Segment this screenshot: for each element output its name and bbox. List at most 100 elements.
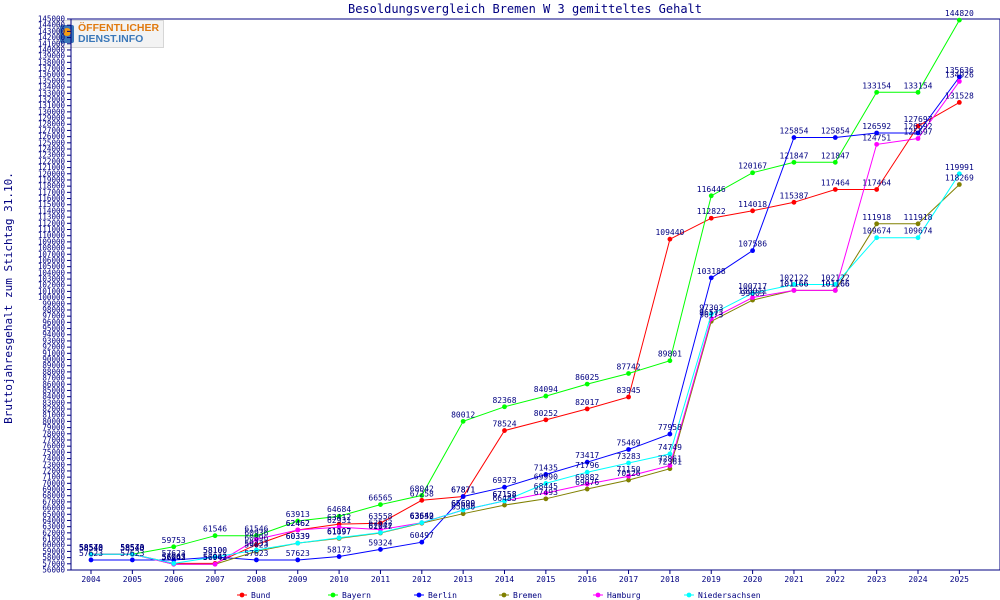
y-tick-label: 86000 [42, 380, 65, 389]
plot-area-frame [70, 18, 1000, 571]
y-tick-label: 87000 [42, 374, 65, 383]
data-label-hamburg: 62532 [368, 519, 392, 528]
data-label-bremen: 69076 [575, 478, 599, 487]
data-label-bund: 67258 [410, 489, 434, 498]
data-label-niedersachsen: 73283 [617, 452, 641, 461]
y-tick-label: 82000 [42, 405, 65, 414]
data-point-bund [543, 417, 549, 423]
y-tick-label: 144000 [38, 21, 66, 30]
data-label-bayern: 64684 [327, 505, 351, 514]
y-tick-label: 68000 [42, 491, 65, 500]
data-label-bremen: 70526 [617, 469, 641, 478]
data-point-hamburg [667, 463, 673, 469]
data-point-bayern [543, 393, 549, 399]
data-label-bayern: 133154 [862, 81, 891, 90]
data-label-berlin: 126592 [904, 122, 933, 131]
data-label-bayern: 61546 [203, 525, 227, 534]
data-label-hamburg: 100011 [738, 287, 767, 296]
data-point-niedersachsen [626, 460, 631, 466]
data-point-niedersachsen [129, 551, 135, 557]
x-tick-label: 2013 [454, 575, 473, 584]
data-label-bayern: 58540 [120, 543, 144, 552]
data-label-niedersachsen: 109674 [862, 227, 891, 236]
data-label-bund: 112822 [697, 207, 726, 216]
data-point-berlin [750, 248, 755, 254]
y-tick-label: 118000 [38, 182, 66, 191]
y-tick-label: 127000 [38, 126, 66, 135]
data-point-hamburg [915, 136, 921, 141]
data-point-berlin [460, 494, 466, 499]
data-label-bayern: 84094 [534, 385, 558, 394]
y-tick-label: 56000 [42, 566, 65, 575]
legend-item-berlin: Berlin [414, 591, 457, 600]
data-point-bayern [626, 371, 631, 376]
data-label-bayern: 63913 [286, 510, 310, 519]
data-label-berlin: 69373 [492, 476, 516, 485]
x-tick-label: 2015 [536, 575, 555, 584]
data-label-niedersachsen: 63642 [410, 512, 434, 521]
y-tick-label: 113000 [38, 213, 66, 222]
data-point-niedersachsen [88, 551, 94, 557]
data-label-bund: 82017 [575, 398, 599, 407]
data-label-bremen: 101166 [779, 279, 808, 288]
data-label-bremen: 60339 [286, 532, 310, 541]
data-point-bremen [502, 502, 507, 508]
data-label-bremen: 72361 [658, 458, 682, 467]
data-label-hamburg: 56942 [162, 553, 186, 562]
y-tick-label: 123000 [38, 151, 66, 160]
data-point-bremen [915, 221, 921, 227]
data-label-bayern: 66565 [368, 494, 392, 503]
y-tick-label: 107000 [38, 250, 66, 259]
data-label-bund: 109440 [655, 228, 684, 237]
data-point-hamburg [212, 561, 218, 567]
y-tick-label: 116000 [38, 194, 66, 203]
data-point-bremen [956, 182, 962, 187]
y-tick-label: 98000 [42, 305, 65, 314]
y-tick-label: 90000 [42, 355, 65, 364]
data-label-bund: 60096 [244, 534, 268, 543]
data-point-bayern [750, 170, 755, 176]
data-label-hamburg: 58540 [79, 543, 103, 552]
x-tick-label: 2012 [412, 575, 431, 584]
y-tick-label: 108000 [38, 244, 66, 253]
y-tick-label: 110000 [38, 231, 66, 240]
data-label-hamburg: 56942 [203, 553, 227, 562]
data-point-bayern [791, 159, 797, 165]
data-label-bayern: 121847 [821, 151, 850, 160]
data-label-hamburg: 101166 [821, 279, 850, 288]
data-label-berlin: 77958 [658, 423, 682, 432]
data-label-berlin: 57623 [120, 549, 144, 558]
data-label-niedersachsen: 60339 [286, 532, 310, 541]
y-tick-label: 112000 [38, 219, 66, 228]
data-point-niedersachsen [543, 480, 549, 486]
data-point-niedersachsen [915, 235, 921, 241]
data-label-hamburg: 69882 [575, 473, 599, 482]
data-point-niedersachsen [791, 282, 797, 287]
y-tick-label: 83000 [42, 398, 65, 407]
data-label-berlin: 75469 [617, 438, 641, 447]
y-tick-label: 74000 [42, 454, 65, 463]
y-tick-label: 58000 [42, 553, 65, 562]
y-tick-label: 124000 [38, 145, 66, 154]
data-point-bayern [584, 381, 590, 387]
data-point-bayern [874, 89, 880, 95]
data-point-bayern [832, 159, 838, 165]
data-point-bayern [212, 533, 218, 539]
data-point-bund [956, 100, 962, 105]
y-tick-label: 129000 [38, 114, 66, 123]
x-tick-label: 2014 [495, 575, 514, 584]
y-tick-label: 80000 [42, 417, 65, 426]
data-label-bund: 127697 [904, 115, 933, 124]
data-point-niedersachsen [874, 235, 880, 241]
data-point-hamburg [295, 527, 301, 533]
data-label-bayern: 80012 [451, 410, 475, 419]
y-tick-label: 120000 [38, 169, 66, 178]
legend-swatch-marker [416, 592, 422, 598]
y-tick-label: 105000 [38, 262, 66, 271]
data-label-niedersachsen: 58100 [203, 546, 227, 555]
data-point-hamburg [336, 524, 342, 530]
data-point-niedersachsen [832, 282, 838, 287]
y-tick-label: 63000 [42, 522, 65, 531]
data-point-berlin [88, 557, 94, 563]
data-label-bayern: 82368 [492, 396, 516, 405]
